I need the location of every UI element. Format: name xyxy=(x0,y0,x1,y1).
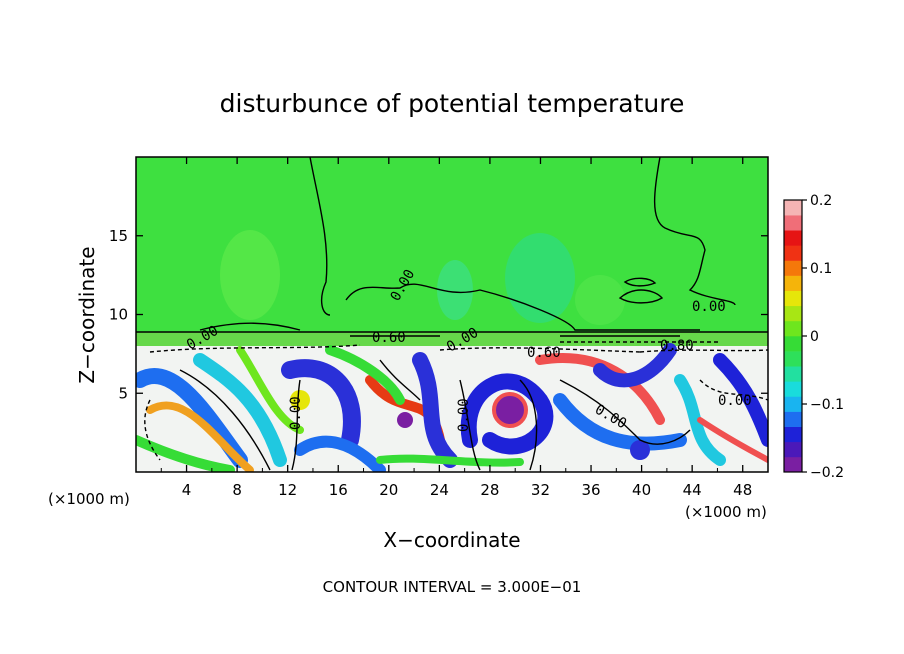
colorbar-swatch xyxy=(784,260,802,276)
colorbar-swatch xyxy=(784,215,802,231)
contour-label: 0.60 xyxy=(372,330,406,346)
y-tick-label: 15 xyxy=(109,227,128,245)
colorbar-tick-label: −0.2 xyxy=(810,465,844,481)
x-axis: 4 8 12 16 20 24 28 32 36 40 44 48 xyxy=(160,157,752,499)
contour-label: 0.00 xyxy=(718,393,752,409)
colorbar-swatch xyxy=(784,320,802,337)
colorbar-swatch xyxy=(784,381,802,397)
contour-label: 0.60 xyxy=(527,345,561,361)
colorbar-tick-label: 0.1 xyxy=(810,261,832,277)
colorbar-swatch xyxy=(784,411,802,427)
colorbar-swatch xyxy=(784,275,802,291)
colorbar-tick-label: 0.2 xyxy=(810,193,832,209)
colorbar-swatch xyxy=(784,351,802,367)
colorbar: 0.2 0.1 0 −0.1 −0.2 xyxy=(783,193,844,481)
colorbar-swatch xyxy=(784,305,802,322)
y-tick-label: 5 xyxy=(118,384,128,402)
x-unit-right: (×1000 m) xyxy=(685,503,767,521)
colorbar-swatch xyxy=(784,456,802,473)
colorbar-swatch xyxy=(784,336,802,352)
colorbar-swatch xyxy=(784,290,802,307)
x-tick-label: 36 xyxy=(581,481,600,499)
colorbar-swatch xyxy=(784,200,802,216)
x-tick-label: 20 xyxy=(379,481,398,499)
x-tick-label: 48 xyxy=(733,481,752,499)
colorbar-swatch xyxy=(784,245,802,261)
contour-label: 0.80 xyxy=(660,338,694,354)
colorbar-swatch xyxy=(784,426,802,443)
footer-note: CONTOUR INTERVAL = 3.000E−01 xyxy=(323,578,582,596)
x-tick-label: 44 xyxy=(683,481,702,499)
contour-lines xyxy=(136,157,768,471)
x-tick-label: 32 xyxy=(531,481,550,499)
y-axis-label: Z−coordinate xyxy=(75,246,99,383)
x-tick-label: 4 xyxy=(182,481,192,499)
x-tick-label: 16 xyxy=(329,481,348,499)
x-axis-label: X−coordinate xyxy=(383,528,520,552)
colorbar-swatch xyxy=(784,441,802,458)
colorbar-tick-label: 0 xyxy=(810,329,819,345)
y-axis: 5 10 15 xyxy=(109,227,768,402)
x-tick-label: 12 xyxy=(278,481,297,499)
plot-area: 0.00 0.00 0.60 0.60 0.80 0.00 0.00 0.00 … xyxy=(136,157,768,472)
contour-label: 0.00 xyxy=(692,299,726,315)
x-tick-label: 24 xyxy=(430,481,449,499)
y-tick-label: 10 xyxy=(109,306,128,324)
contour-label: 0.00 xyxy=(288,396,304,430)
colorbar-swatch xyxy=(784,396,802,412)
x-unit-left: (×1000 m) xyxy=(48,490,130,508)
x-tick-label: 28 xyxy=(480,481,499,499)
eddy-field xyxy=(136,343,768,472)
chart-title: disturbunce of potential temperature xyxy=(220,89,685,118)
colorbar-swatch xyxy=(784,366,802,382)
colorbar-tick-label: −0.1 xyxy=(810,397,844,413)
contour-label: 0.00 xyxy=(456,398,472,432)
colorbar-swatch xyxy=(784,230,802,246)
x-tick-label: 8 xyxy=(232,481,242,499)
x-tick-label: 40 xyxy=(632,481,651,499)
